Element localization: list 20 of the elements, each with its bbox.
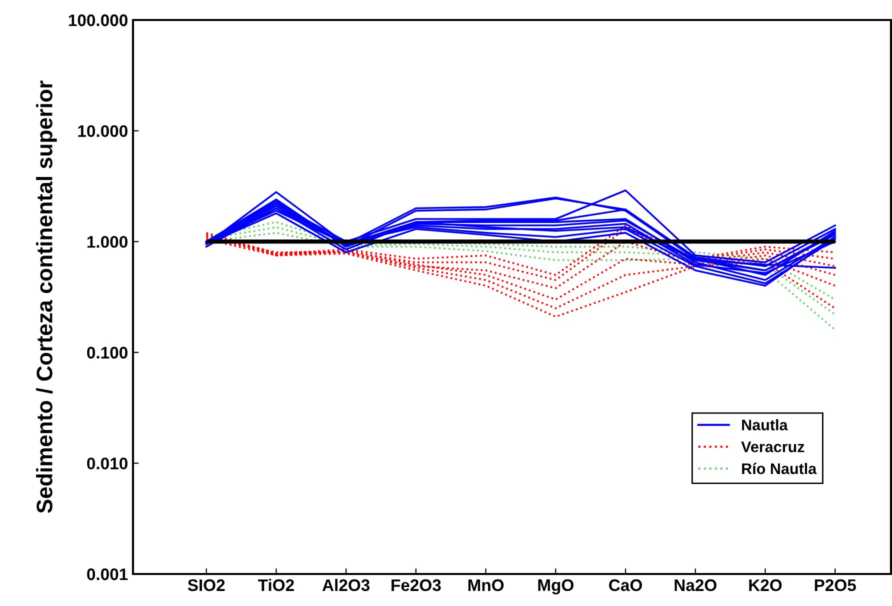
- legend-label: Veracruz: [741, 442, 804, 452]
- y-tick-label: 100.000: [68, 14, 128, 26]
- x-tick-label: Na2O: [674, 579, 716, 592]
- y-tick-label: 0.001: [87, 568, 128, 580]
- x-tick-label: Fe2O3: [392, 579, 441, 592]
- legend-label: Nautla: [742, 419, 788, 430]
- x-tick-label: MgO: [538, 579, 574, 594]
- y-axis-title: Sedimento / Corteza continental superior: [36, 80, 57, 514]
- x-tick-label: P2O5: [814, 579, 856, 592]
- y-tick-label: 0.010: [87, 458, 128, 470]
- x-tick-label: K2O: [749, 579, 782, 592]
- y-tick-label: 0.100: [87, 346, 128, 359]
- x-tick-label: Al2O3: [322, 578, 370, 592]
- x-tick-label: TiO2: [258, 578, 294, 592]
- x-tick-label: MnO: [468, 579, 504, 592]
- y-tick-label: 1.000: [87, 236, 128, 248]
- x-tick-label: CaO: [609, 579, 642, 592]
- x-tick-label: SIO2: [188, 579, 225, 592]
- legend-label: Río Nautla: [742, 462, 817, 474]
- y-tick-label: 10.000: [78, 125, 128, 138]
